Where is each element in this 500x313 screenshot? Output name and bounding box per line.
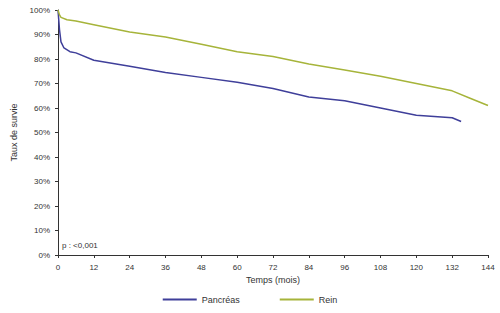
- svg-text:100%: 100%: [30, 6, 50, 15]
- svg-text:72: 72: [269, 263, 278, 272]
- svg-text:Rein: Rein: [319, 295, 338, 305]
- svg-text:Pancréas: Pancréas: [202, 295, 241, 305]
- svg-text:96: 96: [340, 263, 349, 272]
- svg-text:10%: 10%: [34, 226, 50, 235]
- svg-text:48: 48: [197, 263, 206, 272]
- svg-text:p : <0,001: p : <0,001: [62, 241, 98, 250]
- svg-text:50%: 50%: [34, 128, 50, 137]
- svg-text:120: 120: [410, 263, 424, 272]
- svg-text:0: 0: [56, 263, 61, 272]
- svg-text:132: 132: [445, 263, 459, 272]
- svg-text:60: 60: [233, 263, 242, 272]
- svg-text:0%: 0%: [38, 251, 50, 260]
- svg-text:Temps (mois): Temps (mois): [246, 275, 300, 285]
- svg-text:80%: 80%: [34, 55, 50, 64]
- svg-text:84: 84: [304, 263, 313, 272]
- svg-text:30%: 30%: [34, 177, 50, 186]
- svg-text:40%: 40%: [34, 153, 50, 162]
- svg-text:90%: 90%: [34, 30, 50, 39]
- svg-text:60%: 60%: [34, 104, 50, 113]
- svg-text:12: 12: [89, 263, 98, 272]
- svg-text:36: 36: [161, 263, 170, 272]
- svg-text:24: 24: [125, 263, 134, 272]
- svg-text:108: 108: [374, 263, 388, 272]
- svg-text:70%: 70%: [34, 79, 50, 88]
- svg-text:144: 144: [481, 263, 495, 272]
- svg-text:20%: 20%: [34, 202, 50, 211]
- svg-text:Taux de survie: Taux de survie: [9, 103, 19, 161]
